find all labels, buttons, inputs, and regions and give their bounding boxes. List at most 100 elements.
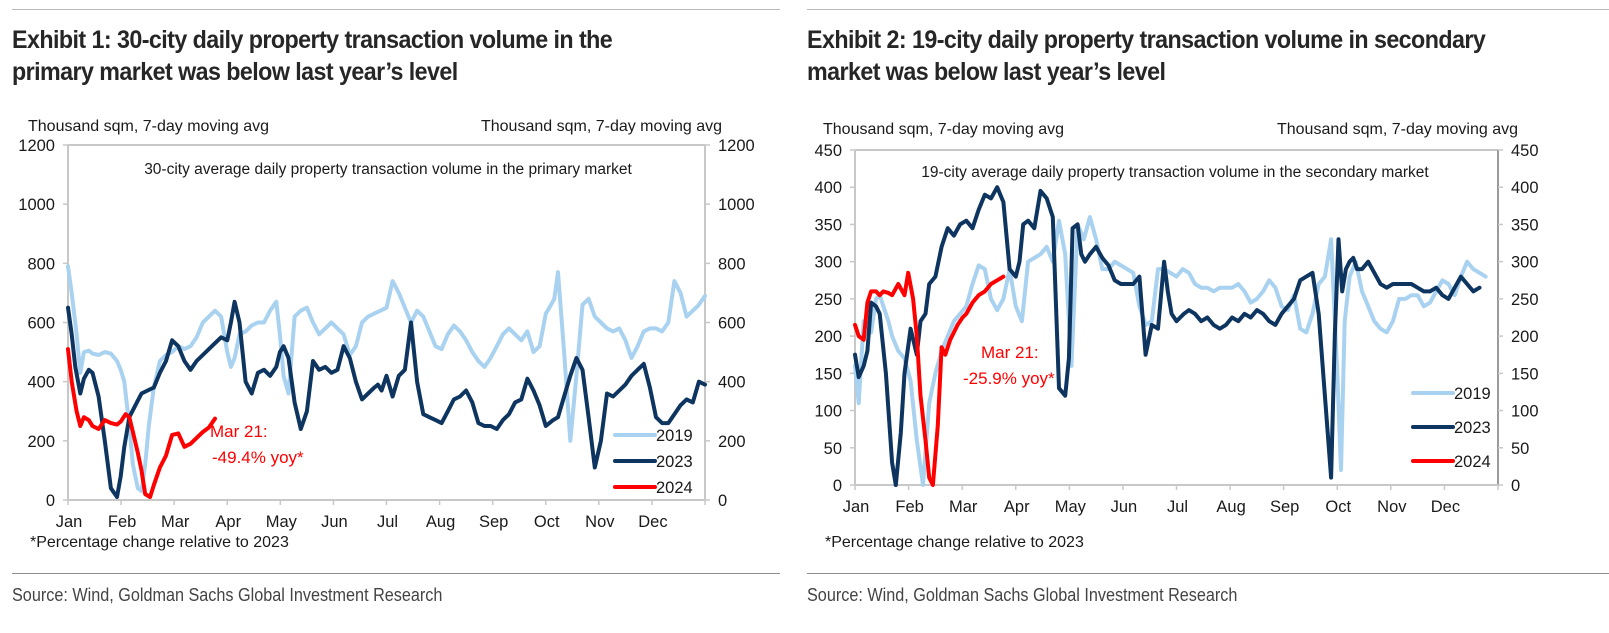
y-tick-label-right: 1200 (718, 137, 755, 155)
y-tick-label-left: 1000 (18, 196, 55, 214)
y-tick-label-right: 450 (1511, 142, 1539, 160)
x-tick-label: Jul (377, 513, 398, 531)
annotation-line-2: -49.4% yoy* (212, 448, 304, 467)
legend: 2019 2023 2024 (1411, 385, 1491, 471)
legend-item-2019: 2019 (1411, 385, 1491, 403)
legend-label: 2024 (656, 479, 693, 497)
legend-label: 2024 (1454, 453, 1491, 471)
series-line-2024 (853, 270, 1006, 487)
y-tick-label-right: 0 (1511, 477, 1520, 495)
plot-frame (854, 149, 1499, 486)
x-tick-label: Nov (1377, 498, 1407, 516)
y-tick-label-left: 150 (814, 365, 842, 383)
y-ticks-right: 0 200 400 600 800 1000 1200 (705, 137, 755, 510)
y-ticks-right: 0 50 100 150 200 250 300 350 400 450 (1498, 142, 1539, 495)
y-tick-label-left: 200 (814, 328, 842, 346)
series-line-2019 (66, 264, 707, 494)
y-tick-label-left: 100 (814, 403, 842, 421)
exhibit-2-panel: Exhibit 2: 19-city daily property transa… (795, 0, 1609, 633)
x-tick-label: Dec (638, 513, 667, 531)
y-tick-label-left: 400 (27, 374, 55, 392)
x-tick-label: Feb (108, 513, 136, 531)
y-ticks-left: 0 50 100 150 200 250 300 350 400 450 (814, 142, 855, 495)
y-tick-label-left: 50 (824, 440, 842, 458)
x-tick-label: Nov (585, 513, 615, 531)
y-tick-label-left: 450 (814, 142, 842, 160)
exhibit-title: Exhibit 2: 19-city daily property transa… (807, 26, 1486, 86)
y-axis-right-label: Thousand sqm, 7-day moving avg (1277, 121, 1518, 138)
annotation-line-1: Mar 21: (981, 343, 1039, 362)
y-tick-label-left: 250 (814, 291, 842, 309)
y-tick-label-right: 0 (718, 492, 727, 510)
legend-item-2019: 2019 (613, 427, 693, 445)
exhibit-title: Exhibit 1: 30-city daily property transa… (12, 26, 613, 86)
x-tick-label: Jan (843, 498, 870, 516)
x-tick-label: Mar (949, 498, 978, 516)
y-tick-label-left: 0 (833, 477, 842, 495)
legend: 2019 2023 2024 (613, 427, 693, 497)
x-tick-label: Feb (895, 498, 923, 516)
legend-label: 2023 (656, 453, 693, 471)
x-ticks: Jan Feb Mar Apr May Jun Jul Aug Sep Oct Nov Dec (843, 485, 1499, 516)
y-tick-label-left: 300 (814, 254, 842, 272)
x-tick-label: Oct (1325, 498, 1351, 516)
y-tick-label-right: 400 (1511, 179, 1539, 197)
series-line-2019 (853, 215, 1488, 487)
x-tick-label: Aug (1216, 498, 1245, 516)
chart-2: Thousand sqm, 7-day moving avg Thousand … (814, 121, 1539, 551)
x-tick-label: May (266, 513, 298, 531)
y-ticks-left: 0 200 400 600 800 1000 1200 (18, 137, 68, 510)
footnote: *Percentage change relative to 2023 (30, 534, 289, 551)
y-axis-right-label: Thousand sqm, 7-day moving avg (481, 118, 722, 135)
series-lines (66, 264, 707, 499)
x-tick-label: Jul (1167, 498, 1188, 516)
y-tick-label-left: 350 (814, 216, 842, 234)
legend-label: 2019 (656, 427, 693, 445)
x-tick-label: Oct (534, 513, 560, 531)
x-tick-label: Sep (1270, 498, 1299, 516)
legend-item-2023: 2023 (613, 453, 693, 471)
y-tick-label-right: 250 (1511, 291, 1539, 309)
x-tick-label: Apr (1004, 498, 1030, 516)
x-tick-label: Dec (1431, 498, 1460, 516)
series-line-2024 (66, 347, 217, 499)
y-tick-label-right: 600 (718, 315, 746, 333)
y-tick-label-left: 200 (27, 433, 55, 451)
source-note: Source: Wind, Goldman Sachs Global Inves… (12, 585, 443, 605)
annotation-line-1: Mar 21: (210, 422, 268, 441)
legend-item-2024: 2024 (1411, 453, 1491, 471)
y-tick-label-right: 350 (1511, 216, 1539, 234)
legend-item-2024: 2024 (613, 479, 693, 497)
chart-inner-title: 19-city average daily property transacti… (921, 164, 1429, 181)
x-ticks: Jan Feb Mar Apr May Jun Jul Aug Sep Oct Nov Dec (56, 500, 706, 531)
x-tick-label: Jan (56, 513, 83, 531)
legend-label: 2019 (1454, 385, 1491, 403)
y-tick-label-left: 400 (814, 179, 842, 197)
y-tick-label-left: 1200 (18, 137, 55, 155)
chart-1: Thousand sqm, 7-day moving avg Thousand … (18, 118, 755, 551)
y-tick-label-right: 200 (1511, 328, 1539, 346)
series-line-2023 (66, 299, 707, 499)
y-tick-label-right: 100 (1511, 403, 1539, 421)
plot-frame (67, 144, 706, 501)
source-note: Source: Wind, Goldman Sachs Global Inves… (807, 585, 1238, 605)
y-tick-label-left: 600 (27, 315, 55, 333)
chart-inner-title: 30-city average daily property transacti… (144, 161, 632, 178)
y-tick-label-right: 150 (1511, 365, 1539, 383)
legend-item-2023: 2023 (1411, 419, 1491, 437)
x-tick-label: Jun (1111, 498, 1138, 516)
series-line-2023 (853, 185, 1482, 487)
series-lines (853, 185, 1488, 487)
x-tick-label: Mar (161, 513, 190, 531)
y-tick-label-right: 300 (1511, 254, 1539, 272)
x-tick-label: Aug (426, 513, 455, 531)
y-tick-label-left: 800 (27, 255, 55, 273)
y-tick-label-right: 400 (718, 374, 746, 392)
y-axis-left-label: Thousand sqm, 7-day moving avg (28, 118, 269, 135)
top-divider (807, 9, 1609, 10)
x-tick-label: May (1055, 498, 1087, 516)
y-tick-label-right: 800 (718, 255, 746, 273)
annotation-line-2: -25.9% yoy* (963, 369, 1055, 388)
y-tick-label-right: 1000 (718, 196, 755, 214)
x-tick-label: Jun (321, 513, 348, 531)
